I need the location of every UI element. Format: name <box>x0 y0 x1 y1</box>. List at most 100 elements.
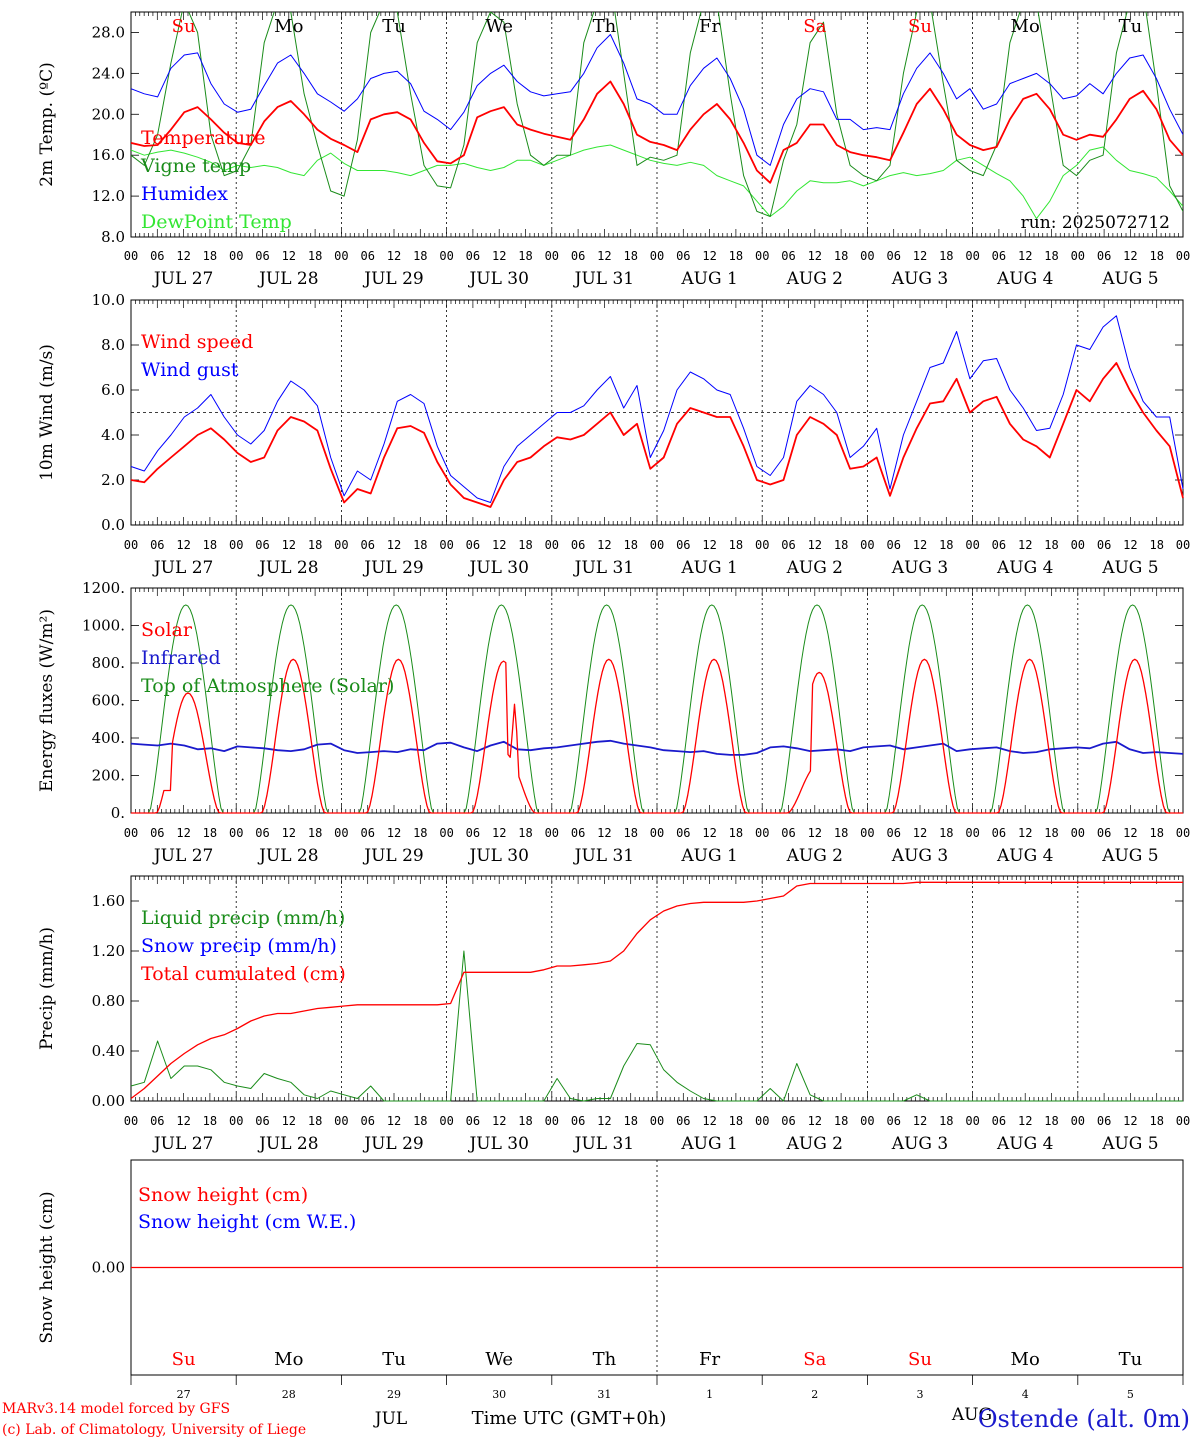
hour-tick-label: 18 <box>203 826 217 840</box>
hour-tick-label: 00 <box>650 249 664 263</box>
hour-tick-label: 00 <box>545 826 559 840</box>
hour-tick-label: 06 <box>992 826 1006 840</box>
hour-tick-label: 06 <box>255 249 269 263</box>
y-axis-title: 10m Wind (m/s) <box>37 344 57 481</box>
day-number: 1 <box>706 1388 713 1401</box>
hour-tick-label: 12 <box>387 1114 401 1128</box>
hour-tick-label: 06 <box>1097 826 1111 840</box>
legend-entry: Wind speed <box>141 331 253 353</box>
hour-tick-label: 12 <box>1018 826 1032 840</box>
y-tick-label: 0.0 <box>101 516 125 534</box>
hour-tick-label: 12 <box>808 249 822 263</box>
hour-tick-label: 18 <box>203 538 217 552</box>
day-label: JUL 28 <box>257 846 318 866</box>
hour-tick-label: 12 <box>1123 1114 1137 1128</box>
day-number: 27 <box>177 1388 191 1401</box>
hour-tick-label: 12 <box>282 249 296 263</box>
hour-tick-label: 12 <box>492 1114 506 1128</box>
day-label: JUL 29 <box>362 1134 423 1154</box>
hour-tick-label: 00 <box>1176 826 1190 840</box>
hour-tick-label: 18 <box>1149 1114 1163 1128</box>
y-tick-label: 8.0 <box>101 336 125 354</box>
hour-tick-label: 06 <box>466 1114 480 1128</box>
hour-tick-label: 18 <box>518 1114 532 1128</box>
hour-tick-label: 12 <box>176 826 190 840</box>
legend-entry: Humidex <box>141 183 228 205</box>
hour-tick-label: 06 <box>886 249 900 263</box>
hour-tick-label: 00 <box>860 826 874 840</box>
y-tick-label: 0.00 <box>92 1259 125 1277</box>
hour-tick-label: 06 <box>360 1114 374 1128</box>
hour-tick-label: 06 <box>150 1114 164 1128</box>
hour-tick-label: 00 <box>755 538 769 552</box>
day-label: AUG 2 <box>786 846 843 866</box>
day-label: JUL 31 <box>573 269 634 289</box>
day-label: AUG 2 <box>786 1134 843 1154</box>
hour-tick-label: 18 <box>518 826 532 840</box>
hour-tick-label: 06 <box>676 249 690 263</box>
hour-tick-label: 12 <box>597 826 611 840</box>
hour-tick-label: 12 <box>492 538 506 552</box>
day-label: JUL 28 <box>257 558 318 578</box>
hour-tick-label: 18 <box>308 249 322 263</box>
x-axis-title: Time UTC (GMT+0h) <box>472 1408 667 1429</box>
hour-tick-label: 18 <box>623 538 637 552</box>
day-label: JUL 30 <box>467 558 528 578</box>
hour-tick-label: 00 <box>1176 538 1190 552</box>
day-label: JUL 29 <box>362 846 423 866</box>
hour-tick-label: 12 <box>702 538 716 552</box>
day-label: AUG 1 <box>680 1134 737 1154</box>
wind-speed-line <box>130 362 1184 508</box>
hour-tick-label: 06 <box>781 1114 795 1128</box>
hour-tick-label: 00 <box>755 826 769 840</box>
hour-tick-label: 06 <box>886 538 900 552</box>
weekday-label: Tu <box>1119 1349 1143 1370</box>
weekday-label: Mo <box>1011 1349 1040 1370</box>
wind-panel: 00 06 12 18 JUL 27 00 06 12 18 JUL 28 00 06 12 18 JUL … <box>37 291 1190 578</box>
y-axis-title: Energy fluxes (W/m²) <box>37 609 57 792</box>
run-annotation: run: 2025072712 <box>1021 213 1170 233</box>
day-label: JUL 27 <box>152 558 213 578</box>
hour-tick-label: 12 <box>387 826 401 840</box>
hour-tick-label: 12 <box>1018 1114 1032 1128</box>
hour-tick-label: 18 <box>1044 249 1058 263</box>
y-axis-title: 2m Temp. (ºC) <box>37 62 57 187</box>
hour-tick-label: 18 <box>1044 538 1058 552</box>
hour-tick-label: 00 <box>124 249 138 263</box>
hour-tick-label: 00 <box>1071 538 1085 552</box>
hour-tick-label: 00 <box>334 826 348 840</box>
hour-tick-label: 06 <box>571 538 585 552</box>
hour-tick-label: 06 <box>360 538 374 552</box>
hour-tick-label: 00 <box>545 1114 559 1128</box>
hour-tick-label: 06 <box>466 249 480 263</box>
legend-entry: Wind gust <box>141 359 239 381</box>
hour-tick-label: 06 <box>255 1114 269 1128</box>
hour-tick-label: 06 <box>360 826 374 840</box>
wind-gust-line <box>130 315 1184 503</box>
hour-tick-label: 12 <box>176 1114 190 1128</box>
hour-tick-label: 18 <box>413 249 427 263</box>
cumulated-precip-line <box>130 881 1183 1100</box>
legend-entry: Infrared <box>141 647 221 669</box>
hour-tick-label: 00 <box>965 1114 979 1128</box>
hour-tick-label: 00 <box>650 826 664 840</box>
legend-entry: Snow precip (mm/h) <box>141 935 337 957</box>
hour-tick-label: 00 <box>1176 1114 1190 1128</box>
hour-tick-label: 18 <box>413 1114 427 1128</box>
hour-tick-label: 06 <box>781 249 795 263</box>
weekday-label: We <box>485 16 513 37</box>
legend-entry: Snow height (cm W.E.) <box>138 1211 356 1233</box>
y-axis-title: Precip (mm/h) <box>37 927 57 1050</box>
hour-tick-label: 12 <box>1123 826 1137 840</box>
y-tick-label: 200. <box>92 767 125 785</box>
day-label: AUG 2 <box>786 269 843 289</box>
hour-tick-label: 00 <box>545 249 559 263</box>
day-label: AUG 4 <box>996 1134 1053 1154</box>
hour-tick-label: 00 <box>439 826 453 840</box>
day-label: AUG 5 <box>1101 269 1158 289</box>
credit-line-1: MARv3.14 model forced by GFS <box>2 1401 230 1417</box>
day-label: JUL 27 <box>152 1134 213 1154</box>
day-label: AUG 3 <box>891 558 948 578</box>
day-number: 31 <box>597 1388 611 1401</box>
